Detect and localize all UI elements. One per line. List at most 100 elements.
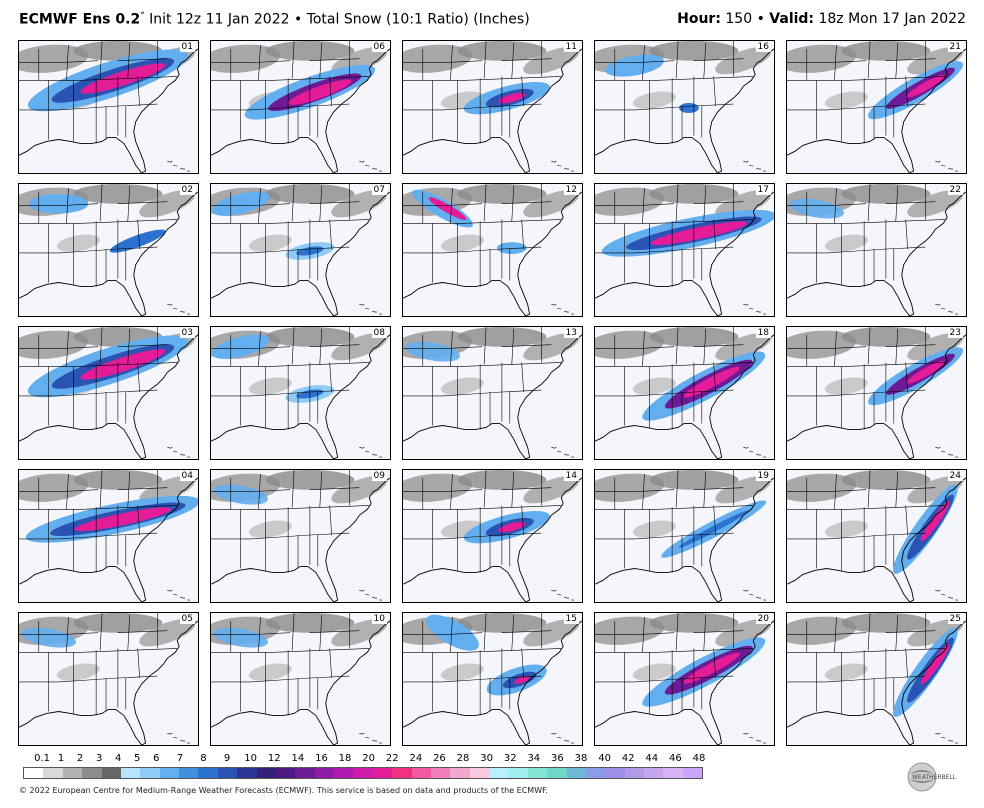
- panel-map: [403, 613, 582, 745]
- bahamas-islands: [935, 303, 959, 315]
- snow-field: [787, 184, 964, 252]
- snow-field: [403, 184, 580, 254]
- panel-map: [787, 613, 966, 745]
- ensemble-panel-08: 08: [210, 326, 391, 460]
- colorbar-swatch: [140, 768, 160, 778]
- colorbar-tick-label: 44: [645, 753, 659, 764]
- coastline: [595, 191, 774, 316]
- panel-map: [403, 184, 582, 316]
- ensemble-panel-19: 19: [594, 469, 775, 603]
- state-borders: [403, 470, 562, 573]
- snow-field: [787, 613, 964, 717]
- colorbar-tick-label: 4: [115, 753, 122, 764]
- colorbar-tick-label: 48: [692, 753, 706, 764]
- member-number: 03: [179, 328, 195, 338]
- colorbar-tick-label: 22: [385, 753, 399, 764]
- snow-field: [19, 184, 196, 253]
- bahamas-islands: [551, 303, 575, 315]
- bahamas-islands: [359, 446, 383, 458]
- state-borders: [595, 184, 754, 287]
- member-number: 02: [179, 185, 195, 195]
- colorbar-swatch: [120, 768, 141, 778]
- valid-value: 18z Mon 17 Jan 2022: [818, 11, 966, 27]
- colorbar-swatch: [450, 768, 470, 778]
- panel-map: [19, 470, 198, 602]
- coastline: [403, 48, 582, 173]
- coastline: [787, 477, 966, 602]
- state-borders: [19, 41, 178, 144]
- state-borders: [19, 613, 178, 716]
- coastline: [595, 477, 774, 602]
- member-number: 17: [755, 185, 771, 195]
- panel-map: [211, 613, 390, 745]
- snow-field: [211, 327, 388, 403]
- colorbar-swatch: [372, 768, 393, 778]
- bahamas-islands: [359, 732, 383, 744]
- panel-map: [787, 470, 966, 602]
- snow-field: [19, 41, 196, 112]
- ensemble-panel-07: 07: [210, 183, 391, 317]
- state-borders: [595, 41, 754, 144]
- panel-map: [19, 327, 198, 459]
- ensemble-panel-17: 17: [594, 183, 775, 317]
- bahamas-islands: [551, 446, 575, 458]
- colorbar-swatch: [663, 768, 683, 778]
- state-borders: [787, 41, 946, 144]
- bahamas-islands: [359, 303, 383, 315]
- snow-field: [211, 470, 388, 538]
- colorbar-swatch: [547, 768, 567, 778]
- bahamas-islands: [359, 589, 383, 601]
- member-number: 15: [563, 614, 579, 624]
- bahamas-islands: [167, 589, 191, 601]
- member-number: 18: [755, 328, 771, 338]
- state-borders: [19, 184, 178, 287]
- colorbar-tick-label: 46: [669, 753, 682, 764]
- colorbar-swatch: [179, 768, 199, 778]
- member-number: 21: [947, 42, 963, 52]
- ensemble-panel-02: 02: [18, 183, 199, 317]
- state-borders: [787, 613, 946, 716]
- snow-field: [211, 41, 388, 120]
- colorbar-tick-label: 10: [244, 753, 258, 764]
- ensemble-panel-21: 21: [786, 40, 967, 174]
- snow-field: [403, 41, 580, 115]
- coastline: [403, 477, 582, 602]
- member-number: 12: [563, 185, 579, 195]
- valid-label: Valid:: [769, 11, 815, 27]
- colorbar-swatch: [24, 768, 44, 778]
- member-number: 14: [563, 471, 579, 481]
- panel-map: [403, 327, 582, 459]
- snow-field: [211, 184, 388, 260]
- member-number: 06: [371, 42, 387, 52]
- member-number: 01: [179, 42, 195, 52]
- colorbar-swatch: [527, 768, 548, 778]
- snow-field: [787, 327, 964, 406]
- snow-field: [787, 41, 964, 120]
- colorbar-swatch: [682, 768, 703, 778]
- ensemble-member-grid: 01 06 11 16 21: [18, 40, 967, 750]
- panel-map: [787, 41, 966, 173]
- state-borders: [211, 470, 370, 573]
- member-number: 11: [563, 42, 579, 52]
- colorbar-swatch: [314, 768, 334, 778]
- panel-map: [403, 470, 582, 602]
- colorbar-swatch: [43, 768, 63, 778]
- colorbar-tick-label: 42: [621, 753, 635, 764]
- bahamas-islands: [935, 446, 959, 458]
- coastline: [787, 191, 966, 316]
- colorbar-swatch: [392, 768, 412, 778]
- member-number: 07: [371, 185, 387, 195]
- panel-map: [595, 327, 774, 459]
- hour-value: 150: [725, 11, 753, 27]
- colorbar-swatch: [62, 768, 83, 778]
- init-time: Init 12z 11 Jan 2022: [149, 11, 290, 28]
- member-number: 10: [371, 614, 387, 624]
- ensemble-panel-18: 18: [594, 326, 775, 460]
- bahamas-islands: [551, 589, 575, 601]
- coastline: [211, 334, 390, 459]
- coastline: [595, 620, 774, 745]
- panel-map: [19, 613, 198, 745]
- coastline: [19, 191, 198, 316]
- member-number: 20: [755, 614, 771, 624]
- ensemble-panel-05: 05: [18, 612, 199, 746]
